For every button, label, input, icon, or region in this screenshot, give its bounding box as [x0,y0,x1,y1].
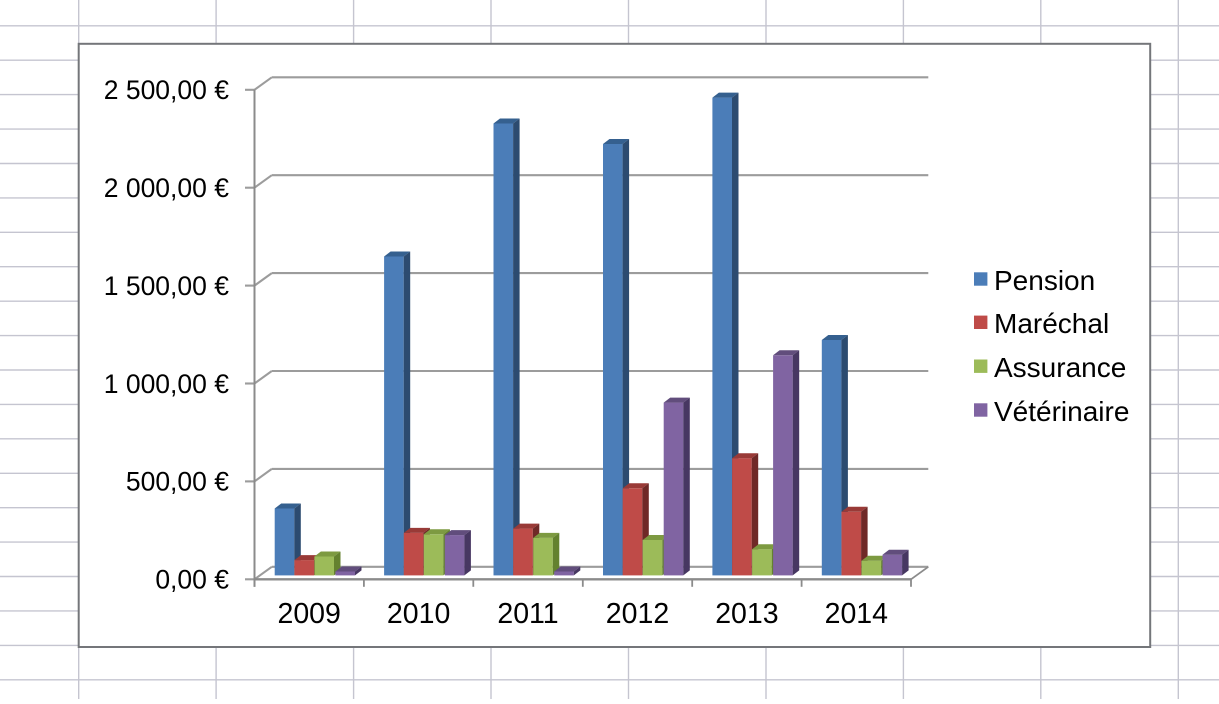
svg-text:Pension: Pension [994,265,1095,296]
svg-text:Maréchal: Maréchal [994,308,1109,339]
svg-text:2013: 2013 [715,598,778,630]
svg-text:2009: 2009 [277,598,340,630]
svg-text:2011: 2011 [497,598,558,630]
svg-text:500,00 €: 500,00 € [126,467,229,497]
svg-text:2012: 2012 [606,598,669,630]
svg-text:2014: 2014 [825,598,889,630]
svg-text:1 000,00 €: 1 000,00 € [104,369,230,399]
svg-text:Vétérinaire: Vétérinaire [994,396,1129,427]
svg-text:2 500,00 €: 2 500,00 € [104,75,230,105]
svg-text:0,00 €: 0,00 € [155,565,229,595]
svg-text:Assurance: Assurance [994,352,1126,383]
svg-text:1 500,00 €: 1 500,00 € [104,271,230,301]
svg-text:2010: 2010 [387,598,450,630]
svg-text:2 000,00 €: 2 000,00 € [104,173,230,203]
